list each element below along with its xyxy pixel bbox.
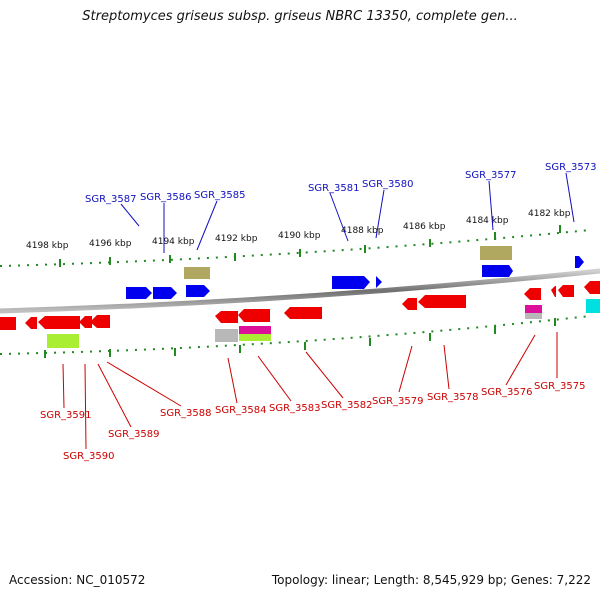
reverse-tick-track: [0, 315, 591, 355]
lime-feature[interactable]: [47, 334, 79, 348]
scale-label: 4196 kbp: [89, 239, 132, 249]
gray-feature[interactable]: [215, 329, 238, 342]
gene-sgr-3580[interactable]: [376, 276, 382, 288]
gene-label-forward[interactable]: SGR_3587: [85, 194, 137, 205]
scale-label: 4190 kbp: [278, 231, 321, 241]
scale-label: 4186 kbp: [403, 222, 446, 232]
gene-sgr-3586[interactable]: [153, 287, 177, 299]
gene-red[interactable]: [551, 286, 556, 297]
scale-label: 4194 kbp: [152, 237, 195, 247]
forward-genes: [126, 256, 584, 299]
gene-sgr-3588[interactable]: [90, 315, 110, 328]
gene-label-forward[interactable]: SGR_3577: [465, 170, 517, 181]
accession-text: Accession: NC_010572: [9, 573, 146, 587]
gene-label-reverse[interactable]: SGR_3588: [160, 408, 212, 419]
genome-summary-text: Topology: linear; Length: 8,545,929 bp; …: [271, 573, 591, 587]
gene-sgr-3583[interactable]: [238, 309, 270, 322]
scale-label: 4182 kbp: [528, 209, 571, 219]
gene-sgr-3585[interactable]: [186, 285, 210, 297]
gene-label-reverse[interactable]: SGR_3583: [269, 403, 321, 414]
scale-label: 4184 kbp: [466, 216, 509, 226]
olive-feature[interactable]: [184, 267, 210, 279]
reverse-leader-lines: [62, 332, 558, 450]
gene-sgr-3579[interactable]: [402, 298, 417, 310]
gene-label-forward[interactable]: SGR_3581: [308, 183, 360, 194]
gene-label-reverse[interactable]: SGR_3576: [481, 387, 533, 398]
gene-sgr-3582[interactable]: [284, 307, 322, 319]
magenta-feature[interactable]: [525, 305, 542, 313]
gene-sgr-3591[interactable]: [38, 316, 80, 329]
gene-red[interactable]: [558, 285, 574, 297]
map-title: Streptomyces griseus subsp. griseus NBRC…: [82, 9, 518, 24]
gene-sgr-3573[interactable]: [575, 256, 584, 268]
gene-sgr-3587[interactable]: [126, 287, 152, 299]
gene-label-forward[interactable]: SGR_3586: [140, 192, 192, 203]
scale-label: 4198 kbp: [26, 241, 69, 251]
gene-label-reverse[interactable]: SGR_3591: [40, 410, 92, 421]
gene-red[interactable]: [584, 281, 600, 294]
reverse-genes: [0, 281, 600, 330]
lime-feature[interactable]: [239, 334, 271, 341]
scale-label: 4188 kbp: [341, 226, 384, 236]
reverse-major-ticks: [44, 318, 556, 358]
gene-label-forward[interactable]: SGR_3580: [362, 179, 414, 190]
gene-label-reverse[interactable]: SGR_3590: [63, 451, 115, 462]
gene-label-forward[interactable]: SGR_3573: [545, 162, 597, 173]
scale-label: 4192 kbp: [215, 234, 258, 244]
magenta-feature[interactable]: [239, 326, 271, 334]
cyan-feature[interactable]: [586, 299, 600, 313]
gene-sgr-3576[interactable]: [524, 288, 541, 300]
gene-label-reverse[interactable]: SGR_3582: [321, 400, 373, 411]
gene-red[interactable]: [0, 317, 16, 330]
gene-label-reverse[interactable]: SGR_3589: [108, 429, 160, 440]
olive-feature[interactable]: [480, 246, 512, 260]
gene-label-reverse[interactable]: SGR_3575: [534, 381, 586, 392]
gene-red[interactable]: [25, 317, 37, 329]
gene-sgr-3584[interactable]: [215, 311, 238, 323]
forward-leader-lines: [120, 172, 575, 253]
forward-major-ticks: [59, 225, 561, 267]
genome-backbone: [0, 268, 600, 314]
gene-label-reverse[interactable]: SGR_3584: [215, 405, 267, 416]
gene-sgr-3578[interactable]: [418, 295, 466, 308]
forward-tick-track: [0, 229, 591, 267]
gene-label-reverse[interactable]: SGR_3579: [372, 396, 424, 407]
gene-sgr-3577[interactable]: [482, 265, 513, 277]
gray-feature[interactable]: [525, 313, 542, 319]
gene-label-reverse[interactable]: SGR_3578: [427, 392, 479, 403]
gene-sgr-3589[interactable]: [79, 316, 92, 328]
gene-label-forward[interactable]: SGR_3585: [194, 190, 246, 201]
gene-sgr-3581[interactable]: [332, 276, 370, 289]
